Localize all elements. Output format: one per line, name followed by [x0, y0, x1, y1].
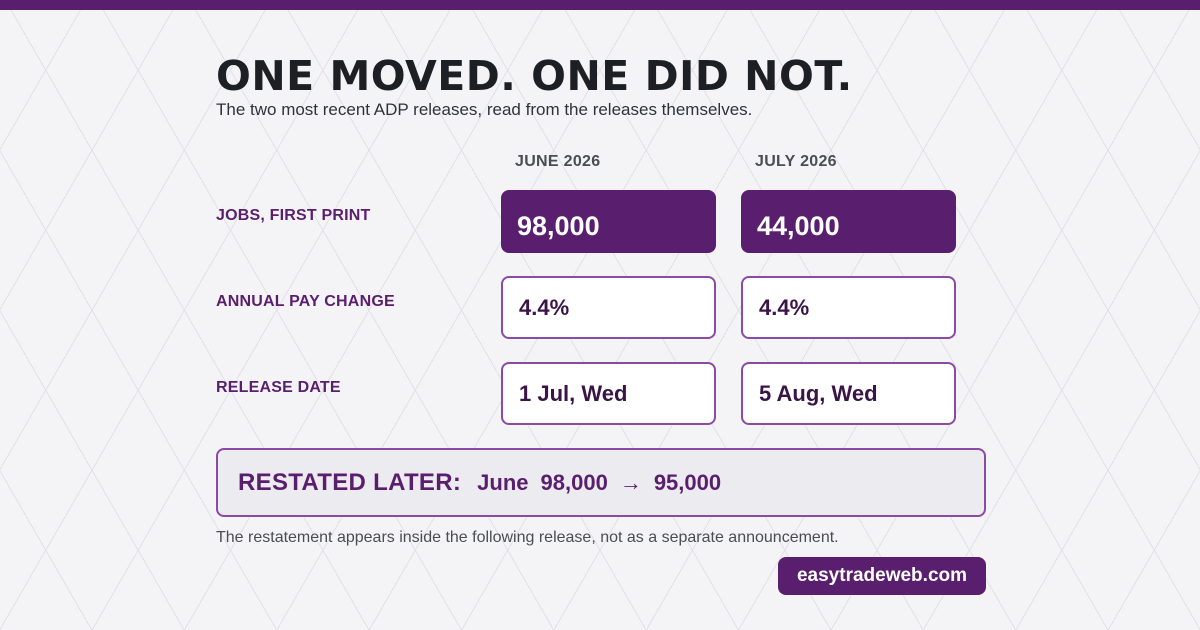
row-label-jobs: JOBS, FIRST PRINT	[216, 207, 371, 224]
release-date-july-value: 5 Aug, Wed	[741, 362, 956, 425]
jobs-june-value: 98,000	[501, 190, 716, 253]
restated-banner: RESTATED LATER: June 98,000 → 95,000	[216, 448, 986, 517]
subheadline: The two most recent ADP releases, read f…	[216, 100, 753, 119]
footnote: The restatement appears inside the follo…	[216, 529, 839, 546]
restated-from-value: 98,000	[540, 469, 608, 495]
top-accent-bar	[0, 0, 1200, 10]
pay-change-july-value: 4.4%	[741, 276, 956, 339]
release-date-june-value: 1 Jul, Wed	[501, 362, 716, 425]
jobs-july-value: 44,000	[741, 190, 956, 253]
restated-to-value: 95,000	[653, 469, 722, 495]
headline: ONE MOVED. ONE DID NOT.	[216, 52, 853, 100]
arrow-right-icon: →	[619, 469, 642, 495]
brand-badge[interactable]: easytradeweb.com	[778, 557, 986, 595]
restated-values: June 98,000 → 95,000	[477, 470, 733, 496]
restated-label: RESTATED LATER:	[238, 468, 462, 496]
column-header-july: JULY 2026	[755, 153, 837, 170]
restated-month: June	[477, 469, 529, 495]
row-label-release-date: RELEASE DATE	[216, 379, 341, 396]
row-label-pay-change: ANNUAL PAY CHANGE	[216, 293, 395, 310]
column-header-june: JUNE 2026	[515, 153, 601, 170]
pay-change-june-value: 4.4%	[501, 276, 716, 339]
